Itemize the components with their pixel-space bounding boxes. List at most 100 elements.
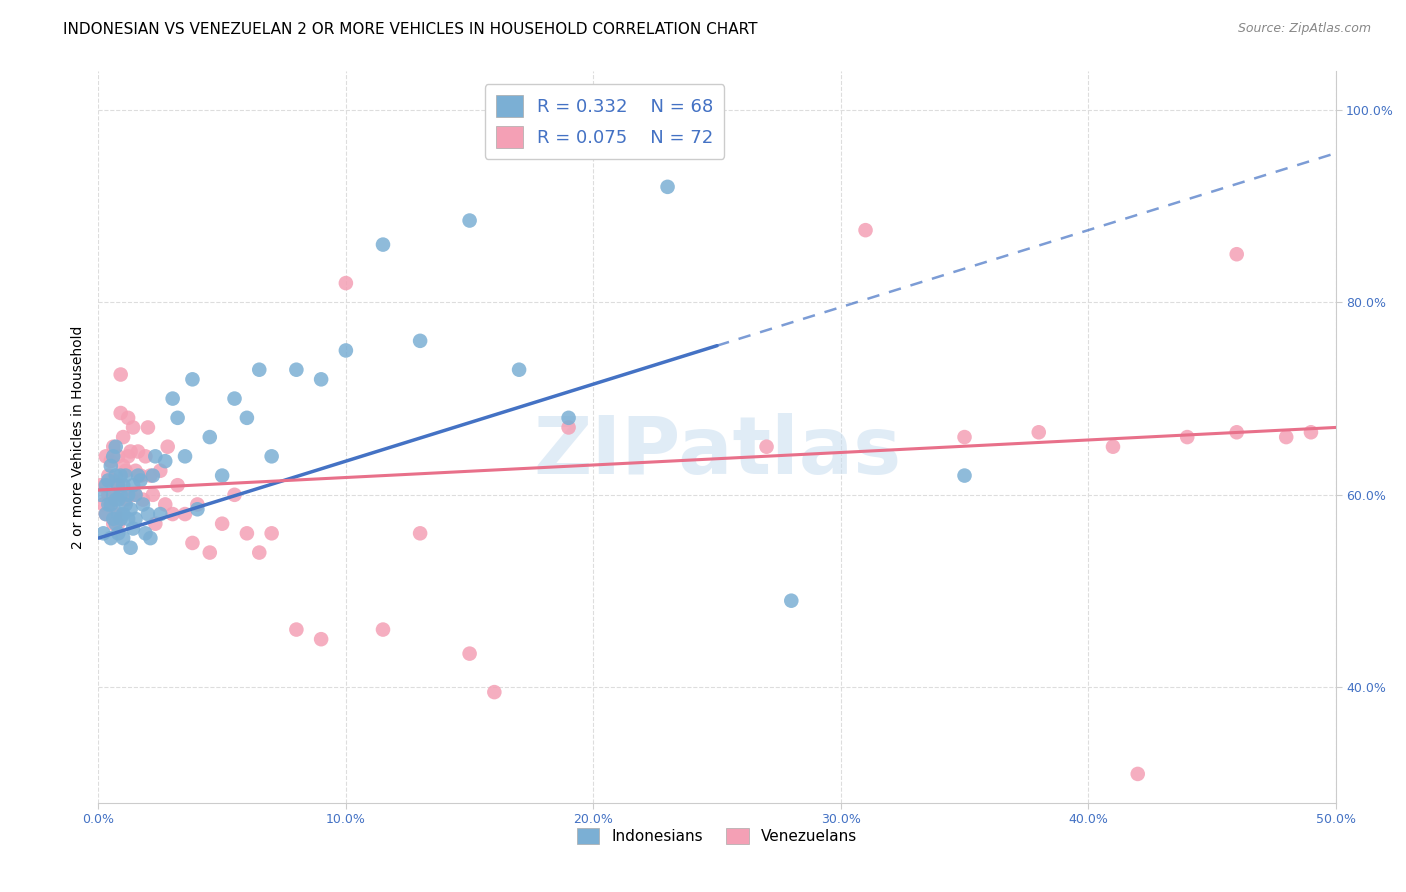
Point [181,372,204,386]
Point [162,392,184,406]
Point [112,430,135,444]
Point [127,468,149,483]
Point [104,507,127,521]
Point [211,468,233,483]
Point [104,468,127,483]
Point [103,440,125,454]
Point [117,450,139,464]
Point [139,468,162,483]
Point [93,498,115,512]
Point [142,468,165,483]
Point [107,450,129,464]
Point [114,492,136,507]
Point [97,468,120,483]
Point [120,488,142,502]
Point [855,223,877,237]
Point [142,488,165,502]
Point [198,545,221,559]
Point [1275,430,1298,444]
Point [122,521,145,535]
Point [112,488,135,502]
Point [166,410,188,425]
Point [122,420,145,434]
Point [755,440,778,454]
Point [124,488,146,502]
Point [100,498,122,512]
Point [120,502,142,516]
Point [97,474,120,488]
Point [149,464,172,478]
Point [124,464,146,478]
Point [371,623,394,637]
Point [484,685,506,699]
Point [132,498,155,512]
Point [247,362,270,376]
Point [100,454,122,468]
Point [94,507,117,521]
Point [110,488,132,502]
Point [557,420,579,434]
Point [139,531,162,545]
Point [103,450,125,464]
Point [657,132,679,146]
Point [107,507,129,521]
Point [120,444,142,458]
Point [1226,425,1249,440]
Point [112,478,135,492]
Point [285,362,308,376]
Point [156,440,179,454]
Point [155,498,177,512]
Point [104,440,127,454]
Point [104,492,127,507]
Point [409,334,432,348]
Point [90,478,112,492]
Point [247,545,270,559]
Point [110,368,132,382]
Point [97,488,120,502]
Point [94,450,117,464]
Point [1102,440,1125,454]
Point [103,516,125,531]
Point [132,492,155,507]
Point [122,478,145,492]
Point [136,420,159,434]
Y-axis label: 2 or more Vehicles in Household: 2 or more Vehicles in Household [70,326,84,549]
Point [174,507,197,521]
Point [143,450,166,464]
Point [458,647,481,661]
Text: INDONESIAN VS VENEZUELAN 2 OR MORE VEHICLES IN HOUSEHOLD CORRELATION CHART: INDONESIAN VS VENEZUELAN 2 OR MORE VEHIC… [63,22,758,37]
Point [186,498,208,512]
Point [124,488,146,502]
Point [260,450,283,464]
Point [94,478,117,492]
Point [104,516,127,531]
Point [110,468,132,483]
Point [285,623,308,637]
Point [90,488,112,502]
Point [129,474,152,488]
Text: ZIPatlas: ZIPatlas [533,413,901,491]
Point [103,488,125,502]
Point [162,507,184,521]
Point [149,507,172,521]
Point [103,512,125,526]
Point [186,502,208,516]
Point [508,362,530,376]
Legend: Indonesians, Venezuelans: Indonesians, Venezuelans [571,822,863,850]
Point [780,593,803,607]
Point [134,526,156,541]
Point [1226,247,1249,261]
Point [224,488,246,502]
Point [134,450,156,464]
Point [107,478,129,492]
Point [124,512,146,526]
Point [1299,425,1322,440]
Point [309,632,332,647]
Point [309,372,332,386]
Point [211,516,233,531]
Point [174,450,197,464]
Point [1126,767,1149,781]
Point [117,512,139,526]
Point [114,464,136,478]
Point [100,498,122,512]
